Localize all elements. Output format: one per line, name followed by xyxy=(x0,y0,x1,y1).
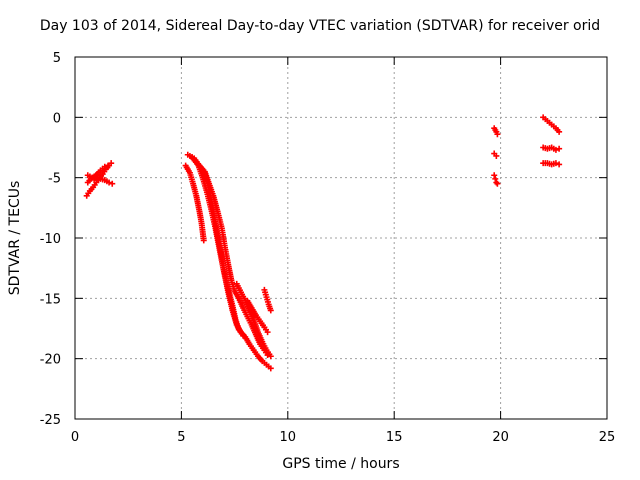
y-axis-label: SDTVAR / TECUs xyxy=(7,180,23,296)
x-tick-label: 10 xyxy=(280,430,297,445)
data-point xyxy=(264,329,271,336)
data-series xyxy=(201,169,247,339)
data-point xyxy=(552,146,559,153)
data-point xyxy=(101,163,108,170)
x-tick-label: 20 xyxy=(492,430,509,445)
x-tick-label: 15 xyxy=(386,430,403,445)
data-point xyxy=(494,180,501,187)
data-series xyxy=(540,144,563,153)
data-point xyxy=(492,175,499,182)
data-series xyxy=(491,172,501,187)
y-tick-label: -20 xyxy=(40,353,61,368)
data-point xyxy=(267,365,274,372)
x-axis-label: GPS time / hours xyxy=(282,456,400,472)
x-tick-label: 25 xyxy=(599,430,616,445)
data-point xyxy=(240,332,247,339)
data-point xyxy=(267,307,274,314)
y-tick-label: -5 xyxy=(48,172,61,187)
chart-title: Day 103 of 2014, Sidereal Day-to-day VTE… xyxy=(39,18,601,34)
y-tick-label: 0 xyxy=(53,111,61,126)
data-series xyxy=(84,172,116,187)
x-tick-label: 0 xyxy=(71,430,79,445)
y-tick-label: -10 xyxy=(40,232,61,247)
data-point xyxy=(491,172,498,179)
y-tick-label: -15 xyxy=(40,292,61,307)
data-point xyxy=(552,160,559,167)
data-series xyxy=(491,125,501,138)
data-point xyxy=(556,161,563,168)
data-point xyxy=(493,179,500,186)
y-tick-label: 5 xyxy=(53,51,61,66)
data-point xyxy=(556,128,563,135)
data-point xyxy=(109,180,116,187)
data-point xyxy=(493,152,500,159)
data-point xyxy=(200,237,207,244)
data-point xyxy=(106,179,113,186)
data-series xyxy=(184,151,271,359)
data-point xyxy=(556,145,563,152)
data-point xyxy=(104,162,111,169)
data-series xyxy=(540,114,563,135)
data-series xyxy=(540,160,563,168)
data-point xyxy=(494,131,501,138)
data-series xyxy=(491,150,500,159)
data-series xyxy=(261,286,274,314)
x-tick-label: 5 xyxy=(177,430,185,445)
y-tick-label: -25 xyxy=(40,413,61,428)
data-series xyxy=(244,297,271,336)
data-point xyxy=(267,353,274,360)
data-point xyxy=(108,160,115,167)
data-series xyxy=(182,162,207,244)
